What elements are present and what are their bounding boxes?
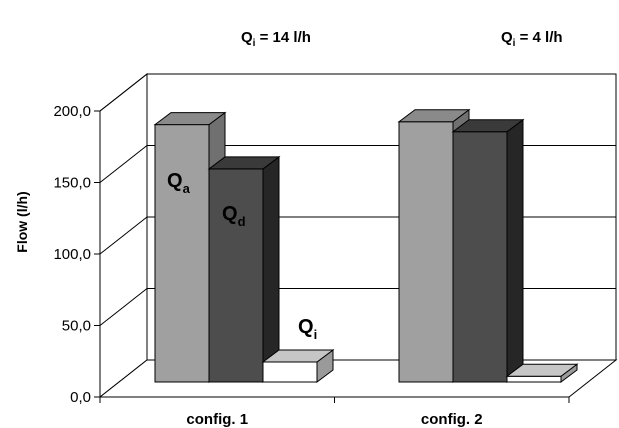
y-tick-label: 200,0 [53, 103, 91, 120]
gridline-side [99, 216, 148, 255]
bar-qd-1 [207, 155, 281, 383]
bar-top [397, 109, 471, 123]
x-tick-label: config. 2 [421, 411, 483, 428]
series-label-qa: Qa [167, 170, 191, 196]
bar-qd-2 [451, 118, 525, 383]
bar-front [208, 168, 264, 383]
bar-side [262, 155, 280, 383]
series-label-qi: Qi [298, 316, 317, 342]
annotation-config1: Qi = 14 l/h [241, 29, 311, 49]
y-tick-label: 100,0 [53, 246, 91, 263]
x-tick-label: config. 1 [186, 411, 248, 428]
gridline-side [99, 73, 148, 112]
bar-front [154, 124, 210, 383]
bar-top [261, 349, 335, 363]
y-tick-label: 50,0 [62, 318, 91, 335]
y-axis-title: Flow (l/h) [14, 191, 30, 252]
axes: 0,0 50,0 100,0 150,0 200,0 config. 1 config. 2 [53, 103, 570, 428]
y-tick-label: 0,0 [70, 389, 91, 406]
bar-top [451, 119, 525, 133]
gridline-side [99, 145, 148, 183]
bar-front [398, 121, 454, 383]
y-tick-label: 150,0 [53, 175, 91, 192]
bar-top [153, 112, 227, 126]
bar-top [505, 363, 579, 377]
bar-side [506, 118, 524, 383]
bar-front [452, 131, 508, 383]
series-label-qd: Qd [222, 203, 246, 229]
bar-qi-1 [261, 348, 335, 383]
bar-front [262, 361, 318, 383]
bar-qi-2 [505, 363, 579, 383]
bar-front [506, 375, 562, 383]
bar-top [207, 156, 281, 170]
annotation-config2: Qi = 4 l/h [501, 29, 563, 49]
gridline-side [99, 288, 148, 326]
bars [153, 108, 579, 383]
